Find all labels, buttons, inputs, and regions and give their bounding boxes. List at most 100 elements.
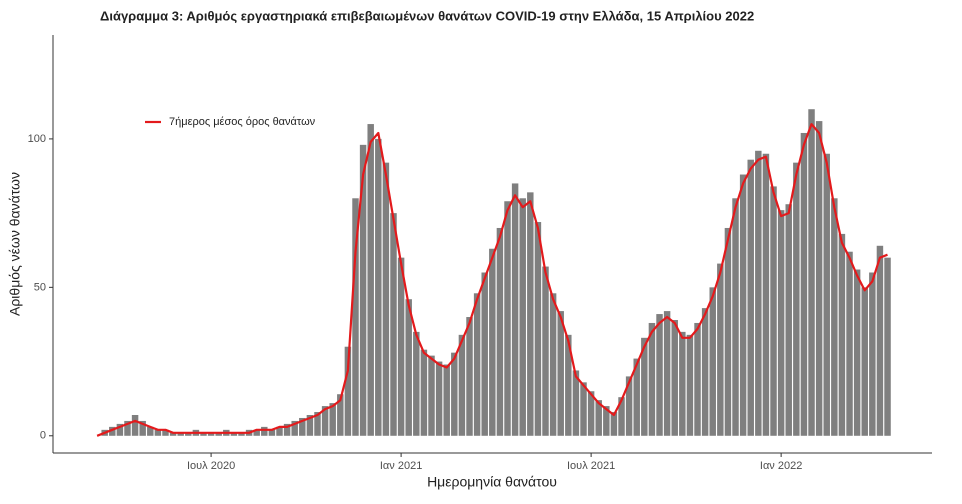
bar: [154, 429, 162, 436]
bar: [572, 370, 580, 436]
bar: [169, 432, 177, 436]
bar: [489, 248, 496, 436]
bar: [131, 415, 139, 436]
bar: [549, 293, 557, 436]
bar: [838, 233, 846, 436]
bar: [466, 317, 473, 436]
bar: [717, 263, 724, 436]
bar: [458, 334, 466, 436]
bar: [625, 376, 633, 436]
bar: [884, 257, 891, 436]
bar: [709, 287, 716, 436]
bar: [595, 400, 602, 436]
bar: [200, 432, 207, 436]
bar: [610, 412, 618, 436]
bar: [815, 121, 823, 436]
bar: [701, 308, 709, 436]
bar: [504, 201, 511, 436]
bar: [496, 227, 504, 436]
chart-title: Διάγραμμα 3: Αριθμός εργαστηριακά επιβεβ…: [100, 8, 754, 23]
bar: [162, 429, 169, 436]
bar: [306, 415, 314, 436]
bar: [147, 426, 154, 436]
bar: [314, 412, 321, 436]
bar: [413, 331, 420, 436]
bar: [603, 406, 610, 436]
bar: [451, 352, 458, 436]
bar: [390, 213, 397, 436]
x-tick-label: Ιουλ 2020: [187, 460, 235, 472]
bar: [823, 153, 830, 436]
bar: [375, 138, 382, 436]
bar: [207, 432, 215, 436]
bar: [177, 432, 184, 436]
bar: [876, 245, 884, 436]
bar: [344, 346, 352, 436]
bar: [831, 198, 838, 436]
bar: [352, 198, 359, 436]
bar: [739, 174, 747, 436]
bar: [853, 269, 861, 436]
bar: [777, 210, 785, 436]
bar: [139, 420, 146, 436]
average-line: [96, 123, 888, 437]
bar: [633, 358, 640, 436]
bar: [230, 432, 238, 436]
bar: [762, 153, 770, 436]
bar: [846, 251, 853, 436]
bar: [473, 293, 481, 436]
bar: [663, 311, 671, 436]
bar: [420, 349, 428, 436]
bar: [587, 391, 595, 436]
bar: [519, 198, 526, 436]
bar: [124, 420, 131, 436]
bar: [861, 287, 868, 436]
bar: [261, 426, 268, 436]
bar: [732, 198, 739, 436]
bar: [694, 322, 701, 436]
bar: [116, 423, 124, 436]
bar: [329, 403, 336, 436]
bar: [679, 331, 686, 436]
bar: [686, 334, 694, 436]
bar: [291, 420, 298, 436]
bar: [481, 272, 488, 436]
bar: [443, 364, 450, 436]
bar: [747, 159, 754, 436]
x-tick-label: Ιαν 2021: [380, 460, 422, 472]
bar: [238, 432, 245, 436]
bar: [785, 204, 792, 436]
bar: [268, 429, 276, 436]
bar: [793, 162, 800, 436]
bar: [428, 355, 435, 436]
bar: [641, 337, 648, 436]
bar: [808, 109, 815, 436]
bar: [557, 311, 564, 436]
bar: [435, 361, 443, 436]
bar: [869, 272, 876, 436]
bar: [648, 322, 656, 436]
bar: [542, 266, 549, 436]
y-tick-label: 0: [40, 430, 46, 442]
bar: [511, 183, 519, 436]
bar: [185, 432, 192, 436]
x-axis-title: Ημερομηνία θανάτου: [427, 474, 557, 490]
bar: [276, 426, 283, 436]
bar: [253, 429, 260, 436]
bar: [382, 162, 390, 436]
bar: [397, 257, 405, 436]
bar: [534, 222, 542, 436]
bar: [405, 299, 412, 436]
bar: [109, 426, 116, 436]
x-tick-label: Ιαν 2022: [760, 460, 802, 472]
bar: [565, 334, 572, 436]
x-tick-label: Ιουλ 2021: [567, 460, 615, 472]
bar: [527, 192, 534, 436]
bar: [359, 144, 367, 436]
bar: [580, 382, 587, 436]
bar: [215, 432, 222, 436]
bar: [800, 132, 808, 436]
bar: [656, 314, 663, 436]
bar: [283, 423, 291, 436]
